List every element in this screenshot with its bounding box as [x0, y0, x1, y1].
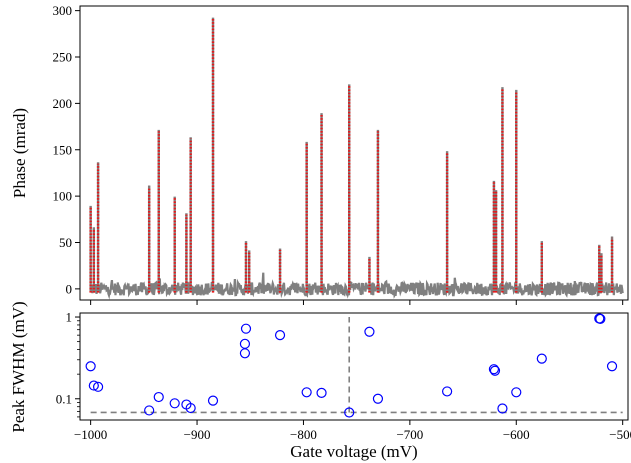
phase-y-tick-label: 50	[59, 235, 72, 250]
fwhm-point	[207, 395, 219, 406]
fwhm-y-ticks: 0.11	[56, 310, 80, 418]
fwhm-points-group	[85, 313, 618, 418]
fwhm-x-ticks: −1000 −900 −800 −700 −600 −500	[74, 420, 631, 442]
fwhm-reference-lines	[90, 317, 623, 414]
fwhm-point	[316, 387, 327, 398]
phase-y-tick-label: 100	[53, 189, 73, 204]
phase-y-tick-label: 150	[53, 142, 73, 157]
phase-y-tick-label: 0	[66, 281, 73, 296]
fwhm-point	[536, 353, 547, 364]
fwhm-point	[92, 381, 104, 392]
phase-y-ticks: 0 50 100 150 200 250 300	[53, 3, 80, 296]
phase-y-tick-label: 300	[53, 3, 73, 18]
phase-baseline-trace	[90, 272, 624, 300]
phase-y-tick-label: 250	[53, 50, 73, 65]
fwhm-point	[185, 402, 196, 414]
fwhm-plot-frame	[79, 312, 629, 421]
fwhm-y-tick-label: 1	[66, 310, 73, 325]
phase-peaks-group	[89, 17, 614, 293]
x-tick-label: −900	[184, 427, 211, 442]
fwhm-point	[85, 361, 96, 372]
fwhm-point	[511, 387, 522, 398]
phase-panel: 0 50 100 150 200 250 300 Phase (mrad)	[10, 3, 629, 305]
x-axis-label: Gate voltage (mV)	[290, 442, 417, 461]
phase-x-ticks	[90, 300, 624, 305]
fwhm-point	[606, 361, 618, 372]
fwhm-point	[240, 323, 252, 334]
x-tick-label: −500	[609, 427, 631, 442]
fwhm-panel: 0.11 −1000−900−800−700−600−500 Peak FWHM…	[9, 301, 631, 461]
fwhm-y-axis-label: Peak FWHM (mV)	[9, 301, 28, 432]
fwhm-point	[364, 326, 375, 337]
fwhm-point	[144, 405, 155, 416]
x-tick-label: −600	[503, 427, 530, 442]
fwhm-point	[274, 330, 286, 341]
fwhm-point	[301, 387, 312, 398]
x-tick-label: −800	[290, 427, 317, 442]
fwhm-point	[489, 365, 501, 376]
fwhm-point	[88, 380, 99, 391]
fwhm-point	[239, 338, 251, 349]
fwhm-point	[372, 393, 384, 404]
fwhm-point	[239, 348, 251, 359]
x-tick-label: −700	[396, 427, 423, 442]
fwhm-y-tick-label: 0.1	[56, 391, 72, 406]
x-tick-label: −1000	[74, 427, 107, 442]
fwhm-point	[344, 407, 355, 418]
fwhm-point	[595, 313, 606, 324]
phase-y-axis-label: Phase (mrad)	[10, 108, 29, 198]
fwhm-point	[497, 403, 508, 414]
phase-plot-frame	[79, 5, 629, 301]
phase-baseline-trace-group	[90, 272, 624, 300]
fwhm-point	[442, 386, 453, 397]
phase-y-tick-label: 200	[53, 96, 73, 111]
fwhm-point	[153, 391, 164, 403]
fwhm-point	[488, 364, 500, 375]
fwhm-point	[169, 398, 180, 409]
